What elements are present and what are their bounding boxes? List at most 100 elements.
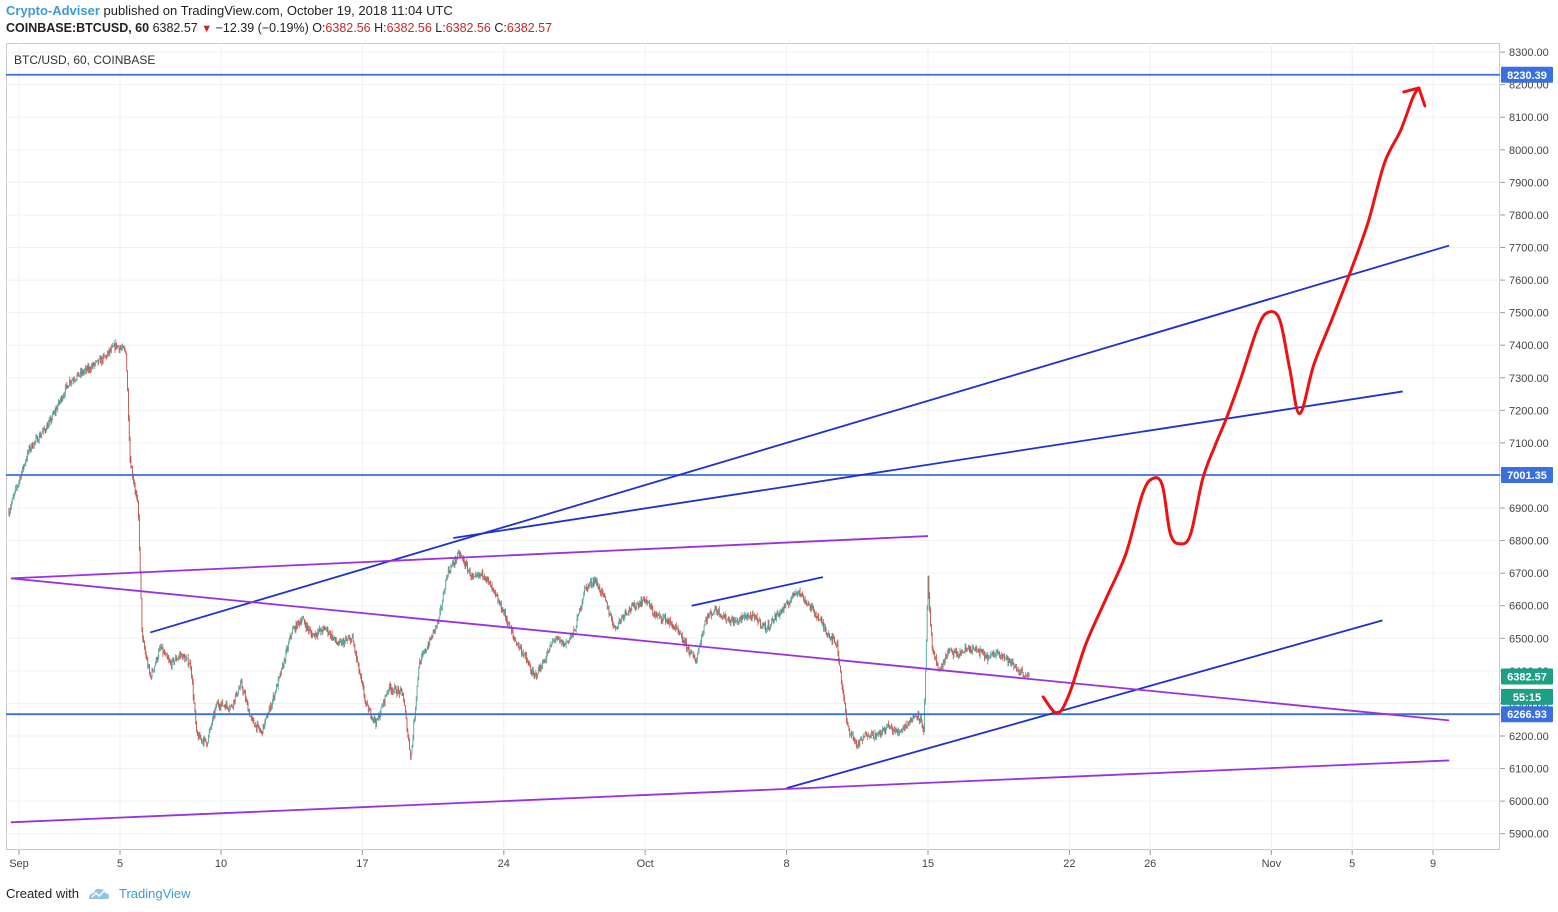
candle-body	[39, 434, 41, 438]
author-link[interactable]: Crypto-Adviser	[6, 3, 100, 18]
candle-body	[589, 583, 590, 586]
candle-body	[1009, 658, 1010, 663]
candle-body	[553, 639, 554, 642]
candle-body	[771, 620, 772, 625]
candle-body	[451, 565, 452, 567]
candle-body	[711, 612, 713, 616]
candle-body	[302, 618, 303, 620]
candle-body	[383, 699, 384, 707]
candle-body	[225, 703, 227, 709]
candle-body	[554, 639, 556, 641]
candle-body	[692, 652, 694, 657]
candle-body	[548, 647, 550, 653]
candle-body	[204, 737, 206, 739]
candle-body	[224, 706, 226, 709]
candle-body	[747, 615, 749, 618]
candle-body	[153, 670, 155, 672]
candle-body	[558, 637, 559, 640]
candle-body	[826, 633, 828, 635]
candle-body	[17, 484, 19, 487]
tradingview-logo-icon[interactable]	[87, 887, 111, 901]
candle-body	[112, 346, 114, 347]
price-badge-bg	[1501, 706, 1553, 723]
candle-body	[829, 633, 830, 639]
candle-body	[159, 647, 160, 652]
candle-body	[953, 651, 955, 656]
candle-body	[55, 408, 57, 413]
candle-body	[684, 640, 686, 645]
y-tick-label: 7300.00	[1509, 373, 1549, 385]
candle-body	[63, 395, 64, 398]
candle-body	[743, 617, 745, 619]
candle-body	[543, 661, 544, 664]
candle-body	[695, 660, 697, 664]
candle-body	[586, 587, 588, 590]
candle-body	[872, 732, 874, 738]
last-price: 6382.57	[152, 21, 198, 35]
candle-body	[702, 632, 704, 634]
candle-body	[978, 650, 979, 652]
candle-body	[182, 654, 184, 660]
published-text: published on TradingView.com, October 19…	[99, 3, 453, 18]
candle-body	[485, 579, 487, 581]
candle-body	[229, 708, 230, 710]
candle-body	[303, 618, 305, 623]
candle-body	[1000, 655, 1001, 656]
candle-body	[444, 590, 446, 594]
candle-body	[190, 662, 192, 668]
candle-body	[731, 618, 733, 621]
candle-body	[601, 589, 602, 594]
candle-body	[189, 662, 191, 665]
candle-body	[38, 434, 40, 442]
candle-body	[315, 633, 317, 636]
trend-line-purple	[10, 759, 1450, 824]
candle-body	[352, 635, 354, 642]
candle-body	[346, 640, 348, 641]
price-badge-label: 6266.93	[1507, 709, 1547, 721]
candle-body	[54, 411, 55, 414]
candle-body	[77, 372, 79, 376]
candle-body	[201, 738, 202, 742]
candle-body	[729, 622, 731, 624]
candle-body	[755, 615, 757, 617]
candle-body	[317, 632, 319, 636]
candle-body	[672, 625, 674, 630]
candle-body	[339, 641, 341, 642]
candle-body	[680, 633, 681, 635]
candle-body	[40, 435, 42, 438]
candle-body	[113, 343, 115, 347]
candle-body	[697, 650, 699, 655]
candle-body	[42, 431, 43, 434]
candle-body	[564, 643, 566, 645]
candle-body	[745, 614, 746, 619]
candle-body	[781, 610, 782, 612]
candle-body	[792, 592, 793, 597]
candle-body	[272, 695, 274, 701]
candle-body	[431, 636, 432, 640]
candle-body	[374, 717, 376, 722]
candle-body	[853, 737, 855, 739]
candle-body	[676, 627, 678, 629]
candle-body	[972, 647, 973, 652]
tradingview-brand-link[interactable]: TradingView	[118, 886, 191, 901]
candle-body	[1005, 657, 1006, 659]
candle-body	[325, 628, 326, 630]
candle-body	[124, 348, 126, 351]
candle-body	[91, 365, 93, 367]
candle-body	[687, 646, 689, 648]
candle-body	[907, 722, 909, 727]
candle-body	[142, 629, 144, 639]
candle-body	[867, 734, 868, 737]
candle-body	[920, 717, 922, 720]
candle-body	[494, 590, 495, 592]
candle-body	[198, 733, 200, 740]
candle-body	[287, 643, 289, 650]
candle-body	[492, 587, 494, 589]
candle-body	[569, 638, 570, 642]
candle-body	[1001, 653, 1003, 656]
candle-body	[934, 652, 936, 659]
candle-body	[549, 645, 551, 648]
candle-body	[965, 647, 967, 649]
candle-body	[635, 607, 637, 609]
